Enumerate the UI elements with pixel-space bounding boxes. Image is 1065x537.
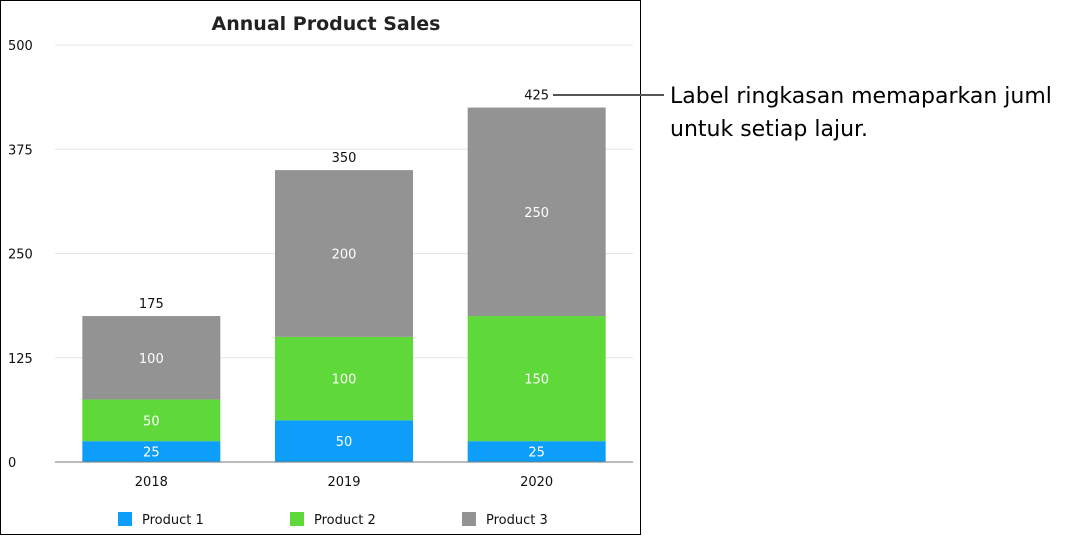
bar-segment-product-1 xyxy=(82,441,221,462)
bar-segment-product-2 xyxy=(275,336,413,421)
data-label: 25 xyxy=(528,446,545,461)
data-label: 25 xyxy=(143,446,160,461)
x-tick-label: 2020 xyxy=(520,475,553,490)
data-label: 150 xyxy=(524,373,549,388)
bar-segment-product-3 xyxy=(275,170,413,337)
total-label: 175 xyxy=(139,297,164,312)
y-tick-label: 125 xyxy=(8,352,33,367)
data-label: 100 xyxy=(332,373,357,388)
stacked-bar-chart: Annual Product Sales 0 125 250 375 500 25 50 100… xyxy=(8,13,633,528)
legend-label: Product 2 xyxy=(314,513,376,528)
total-label: 425 xyxy=(524,89,549,104)
legend-swatch xyxy=(462,512,476,526)
data-label: 50 xyxy=(336,435,353,450)
summary-label-callout: Label ringkasan memaparkan juml untuk se… xyxy=(670,80,1065,146)
callout-text-line-1: Label ringkasan memaparkan juml xyxy=(670,84,1052,109)
bar-segment-product-3 xyxy=(467,107,606,317)
callout-text-line-2: untuk setiap lajur. xyxy=(670,117,869,142)
chart-title: Annual Product Sales xyxy=(212,13,441,35)
y-tick-label: 500 xyxy=(8,39,33,54)
y-tick-label: 250 xyxy=(8,248,33,263)
data-label: 50 xyxy=(143,414,160,429)
legend-label: Product 3 xyxy=(486,513,548,528)
data-label: 250 xyxy=(524,206,549,221)
legend-swatch xyxy=(118,512,132,526)
legend-label: Product 1 xyxy=(142,513,204,528)
x-tick-label: 2019 xyxy=(327,475,360,490)
bar-segment-product-3 xyxy=(82,316,221,400)
data-label: 200 xyxy=(332,248,357,263)
y-tick-label: 375 xyxy=(8,143,33,158)
bar-segment-product-2 xyxy=(467,316,606,442)
total-label: 350 xyxy=(332,151,357,166)
x-tick-label: 2018 xyxy=(135,475,168,490)
data-label: 100 xyxy=(139,352,164,367)
bar-segment-product-1 xyxy=(275,420,413,462)
bar-segment-product-2 xyxy=(82,399,221,442)
legend-swatch xyxy=(290,512,304,526)
callout-leader-line xyxy=(553,94,664,96)
y-tick-label: 0 xyxy=(8,456,16,471)
bar-segment-product-1 xyxy=(467,441,606,462)
